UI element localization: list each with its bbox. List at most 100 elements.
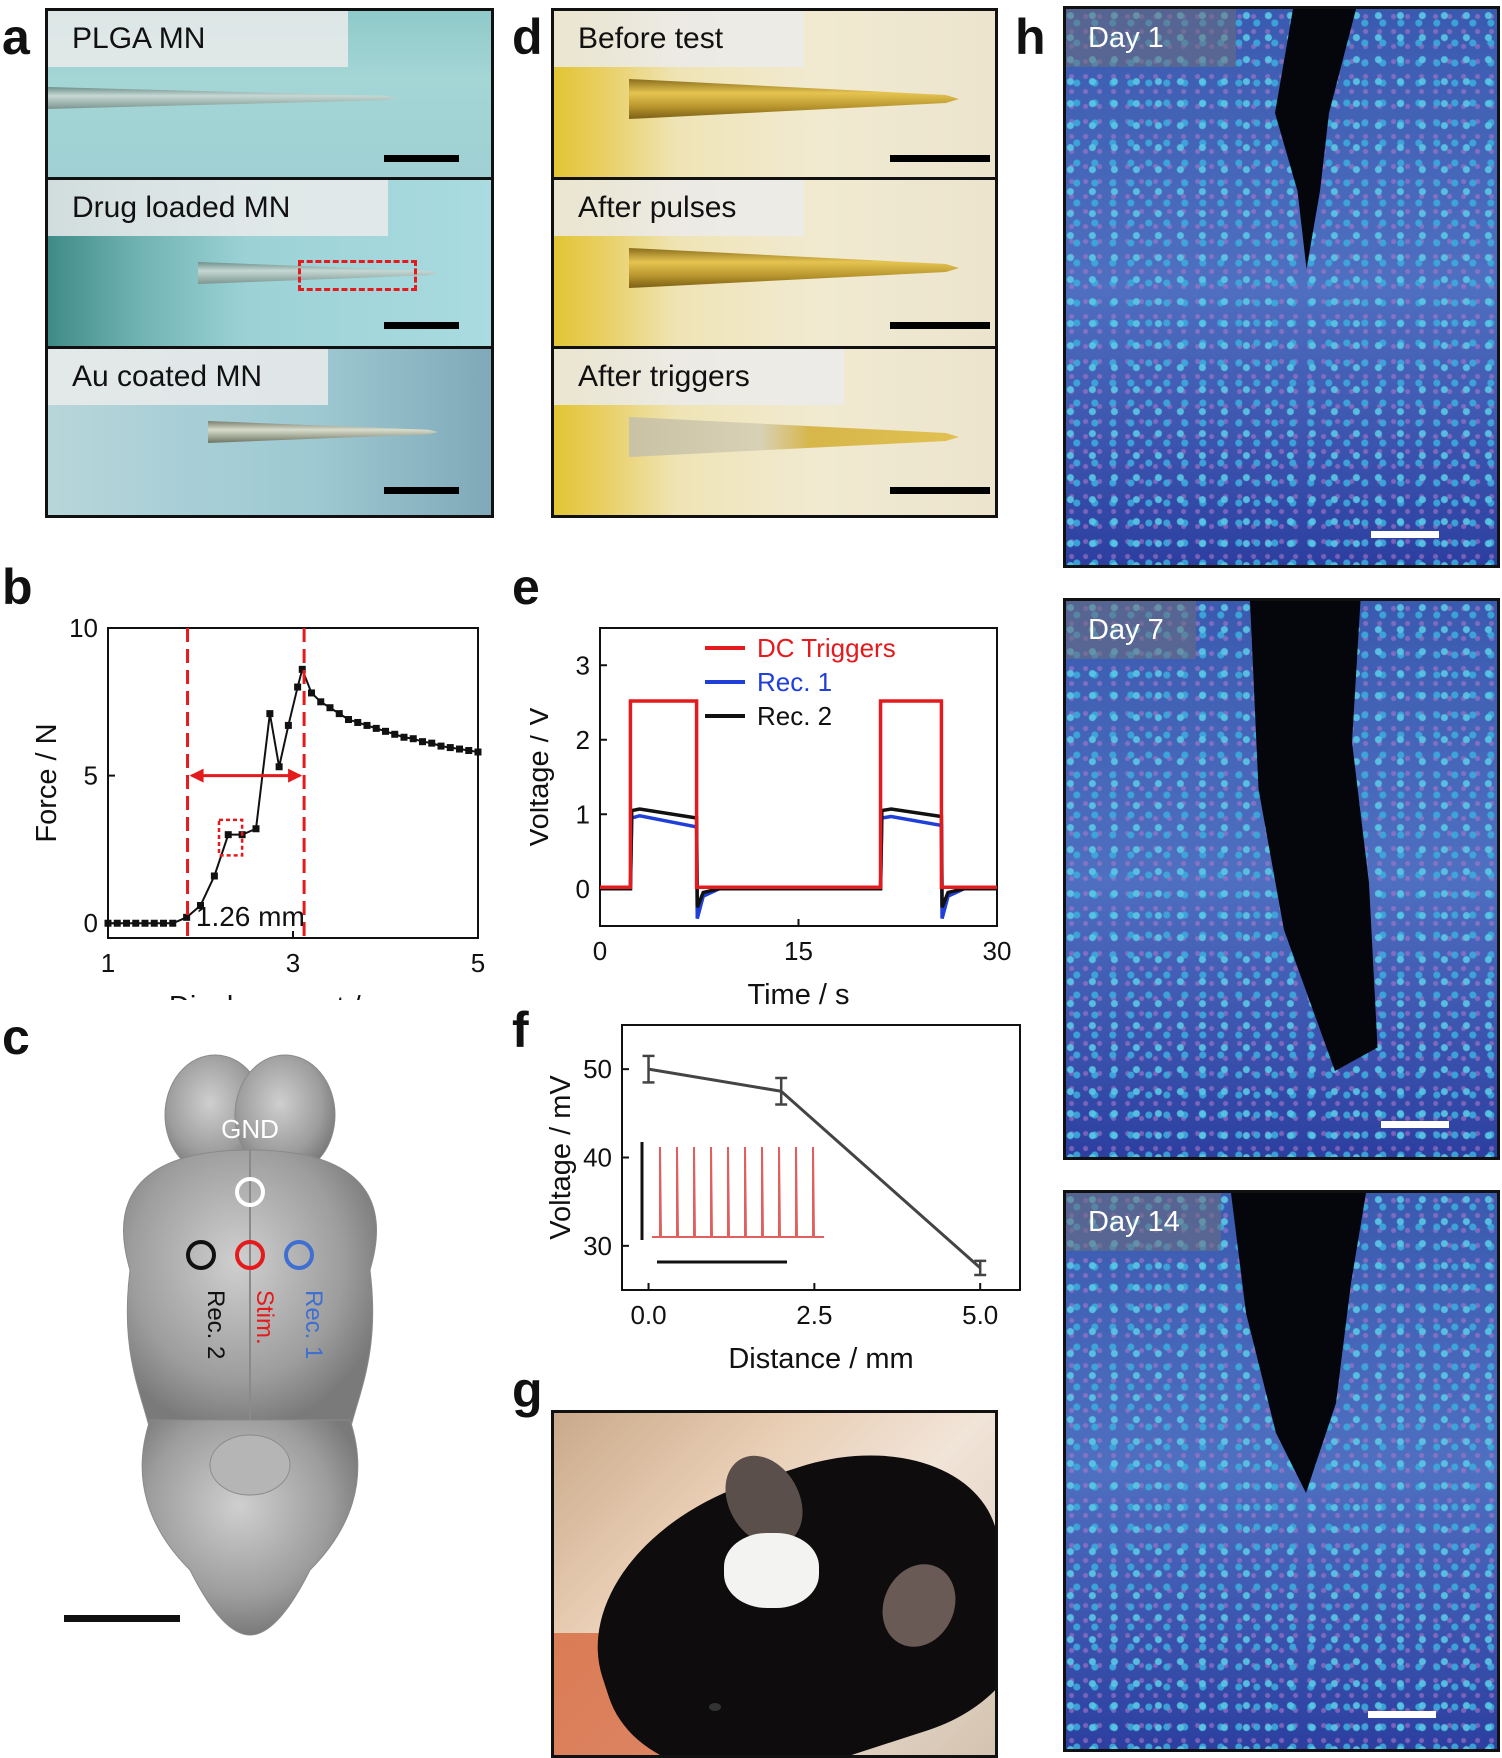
scale-bar [384,322,459,329]
data-point [104,919,112,927]
data-point [252,825,260,833]
panel-c-brain-diagram: GND Rec. 2 Stim. Rec. 1 [64,1054,377,1636]
x-tick-label: 2.5 [796,1300,832,1330]
x-tick-label: 5 [471,948,485,978]
chart-f-voltage-distance: 0.0 2.5 5.0 30 40 50 Distance / mm Voltage / mV [545,1024,1021,1375]
data-point [474,748,482,756]
tissue-void [1275,9,1356,269]
data-point [298,665,306,673]
stim-electrode-marker [235,1240,265,1270]
y-tick-label: 50 [583,1054,612,1084]
label-rec1: Rec. 1 [300,1290,327,1359]
scale-bar [890,155,990,162]
scale-bar [890,322,990,329]
data-point [275,763,283,771]
tissue-void [1250,601,1378,1071]
rec1-electrode-marker [284,1240,314,1270]
y-tick-label: 30 [583,1231,612,1261]
caption-day-14: Day 14 [1066,1193,1221,1251]
data-point [113,919,121,927]
highlight-box [217,818,244,857]
data-point [150,919,158,927]
panel-label-h: h [1015,9,1046,65]
caption-plga-mn: PLGA MN [48,11,348,67]
caption-after-triggers: After triggers [554,349,844,405]
x-tick-label: 30 [983,936,1012,966]
arrow-head [189,768,204,783]
data-point [428,739,436,747]
x-tick-label: 5.0 [962,1300,998,1330]
label-rec2: Rec. 2 [202,1290,229,1359]
photo-after-triggers: After triggers [551,346,998,518]
panel-label-c: c [2,1009,30,1065]
data-point [465,747,473,755]
data-point [446,744,454,752]
photo-before-test: Before test [551,8,998,180]
label-stim: Stim. [251,1290,278,1345]
data-point [308,689,315,697]
y-tick-label: 1 [576,799,590,829]
data-point [382,727,389,735]
panel-label-b: b [2,559,33,615]
data-point [372,724,380,732]
scale-bar [384,487,459,494]
rec2-electrode-marker [186,1240,216,1270]
photo-plga-mn: PLGA MN [45,8,494,180]
y-axis-label: Voltage / V [530,706,555,847]
legend-label: Rec. 1 [757,667,832,697]
microneedle-image [48,87,398,109]
data-point [294,683,302,691]
x-axis-label: Distance / mm [728,1343,913,1375]
arrow-head [288,768,303,783]
photo-drug-loaded-mn: Drug loaded MN [45,177,494,349]
y-tick-label: 0 [84,908,98,938]
implant-cap [724,1533,819,1608]
x-tick-label: 3 [286,948,300,978]
label-gnd: GND [221,1114,279,1144]
scale-bar [1368,1711,1436,1718]
data-point [437,742,445,750]
panel-label-f: f [512,1002,529,1058]
x-tick-label: 0 [593,936,607,966]
x-tick-label: 0.0 [630,1300,666,1330]
y-tick-label: 3 [576,650,590,680]
trace-dc-triggers [600,699,997,890]
data-point [224,831,232,839]
y-tick-label: 2 [576,725,590,755]
scale-bar [1381,1121,1449,1128]
data-point [210,872,218,880]
data-point [419,738,426,746]
drug-region-box [298,260,417,291]
data-point [326,704,334,712]
fluorescence-day-7: Day 7 [1063,598,1500,1160]
voltage-curve [648,1067,982,1270]
data-point [183,913,191,921]
data-point [284,721,292,729]
caption-after-pulses: After pulses [554,180,804,236]
data-point [400,733,408,741]
data-point [456,745,463,753]
data-point [335,710,343,718]
chart-e-voltage-time: 0 15 30 0 1 2 3 Time / s Voltage / V DC Triggers R… [530,627,1012,1010]
y-tick-label: 10 [69,613,98,643]
microneedle-image [629,248,959,288]
legend-label: Rec. 2 [757,701,832,731]
caption-au-coated-mn: Au coated MN [48,349,328,405]
scale-bar [64,1615,180,1622]
x-axis-label: Time / s [747,979,849,1010]
x-axis-label: Displacement / mm [169,991,417,1000]
microneedle-image [208,421,438,443]
data-point [266,710,274,718]
data-point [160,919,167,927]
data-point [141,919,149,927]
x-tick-label: 15 [784,936,813,966]
data-point [197,902,204,910]
fluorescence-day-14: Day 14 [1063,1190,1500,1752]
legend-label: DC Triggers [757,633,896,663]
data-point [345,716,352,724]
mouse-eye [709,1703,721,1711]
photo-mouse [551,1410,998,1758]
data-point [123,919,130,927]
caption-day-7: Day 7 [1066,601,1196,659]
chart-b-force-displacement: 1 3 5 0 5 10 Displacement / mm Force / N 1.26 mm [31,613,485,1000]
